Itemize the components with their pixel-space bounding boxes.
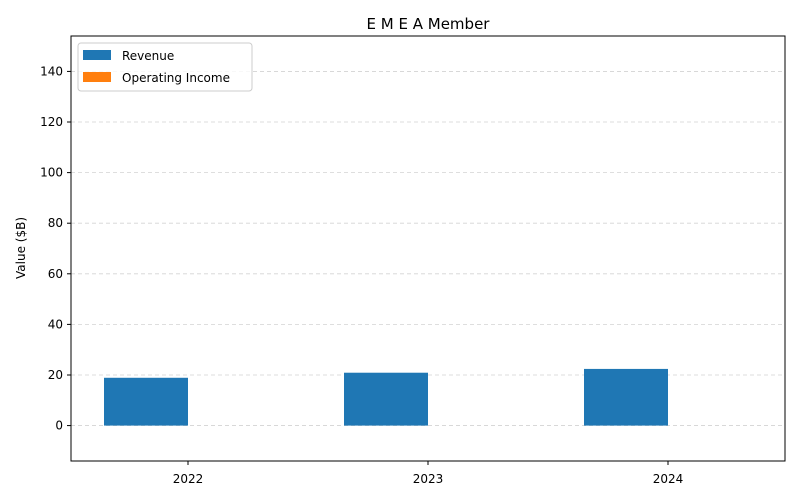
x-tick-label: 2023 <box>413 472 444 486</box>
y-tick-label: 0 <box>55 419 63 433</box>
gridlines <box>71 71 785 425</box>
y-tick-label: 120 <box>40 115 63 129</box>
y-tick-label: 140 <box>40 64 63 78</box>
chart-title: E M E A Member <box>367 15 491 33</box>
y-axis-label: Value ($B) <box>14 217 28 279</box>
legend-label-operating-income: Operating Income <box>122 71 230 85</box>
y-tick-label: 60 <box>48 267 63 281</box>
bars <box>104 369 752 426</box>
bar-revenue-2022 <box>104 378 188 426</box>
y-tick-label: 100 <box>40 166 63 180</box>
bar-revenue-2024 <box>584 369 668 426</box>
y-tick-label: 20 <box>48 368 63 382</box>
x-tick-label: 2024 <box>653 472 684 486</box>
legend-swatch-revenue <box>83 50 111 60</box>
legend-swatch-operating-income <box>83 72 111 82</box>
y-ticks: 0 20 40 60 80 100 120 140 <box>40 64 71 432</box>
bar-revenue-2023 <box>344 373 428 426</box>
y-tick-label: 40 <box>48 317 63 331</box>
legend-label-revenue: Revenue <box>122 49 174 63</box>
x-ticks: 2022 2023 2024 <box>173 461 684 486</box>
x-tick-label: 2022 <box>173 472 204 486</box>
y-tick-label: 80 <box>48 216 63 230</box>
legend: Revenue Operating Income <box>78 43 252 91</box>
